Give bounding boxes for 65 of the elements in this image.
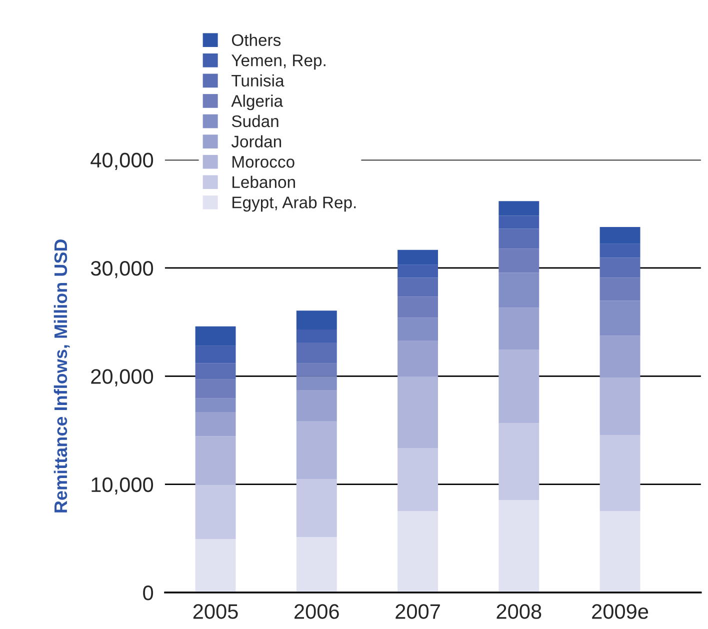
bar [498,248,540,273]
bar [195,398,236,412]
bar [296,479,337,538]
bar [498,500,540,593]
bar [296,421,337,480]
bar [498,350,540,424]
bar [296,376,337,390]
bar [398,264,438,278]
bar [498,201,540,216]
x-tick-label: 2009e [592,604,648,619]
bar [398,448,438,512]
bar [398,318,438,341]
legend-label: Lebanon [232,176,295,188]
bar [195,363,236,380]
bar [398,340,438,376]
y-tick-label: 10,000 [92,477,154,495]
bar [398,296,438,318]
legend-label: Morocco [232,156,294,168]
legend-label: Sudan [232,114,278,128]
bar [398,376,438,448]
legend-label: Egypt, Arab Rep. [232,196,356,212]
bar [498,216,540,229]
bar [600,377,640,436]
bar [195,346,236,364]
bar [398,250,438,265]
legend-label: Algeria [231,94,284,110]
bar [600,336,640,378]
x-tick-label: 2007 [396,604,440,619]
bar [398,511,438,593]
bar [296,537,337,593]
bar [498,228,540,249]
legend-label: Others [232,34,281,46]
legend-label: Yemen, Rep. [232,54,326,70]
y-tick-label: 30,000 [90,260,154,278]
bar [296,330,337,342]
bar [498,272,540,308]
bar [195,326,236,346]
bar [296,342,337,364]
x-tick-label: 2008 [496,604,542,619]
bar [195,436,236,486]
bar [296,310,337,330]
bar [600,244,640,258]
bar [195,379,236,398]
bar [600,435,640,512]
y-axis-title: Remittance Inflows, Million USD [54,239,70,512]
x-tick-label: 2006 [294,604,339,619]
bar [600,511,640,593]
bar [195,412,236,436]
y-tick-label: 40,000 [90,152,154,170]
y-tick-label: 0 [143,586,154,600]
bar [498,308,540,350]
bar [398,278,438,297]
y-tick-label: 20,000 [91,369,154,386]
bar [296,363,337,376]
bar [600,258,640,278]
legend-label: Tunisia [232,74,284,87]
bar [195,538,236,593]
bar [498,423,540,500]
x-tick-label: 2005 [193,604,238,619]
bar [195,485,236,539]
bar [600,226,640,244]
bar [600,278,640,301]
bar [600,300,640,336]
legend-label: Jordan [231,135,282,148]
bar [296,390,337,422]
